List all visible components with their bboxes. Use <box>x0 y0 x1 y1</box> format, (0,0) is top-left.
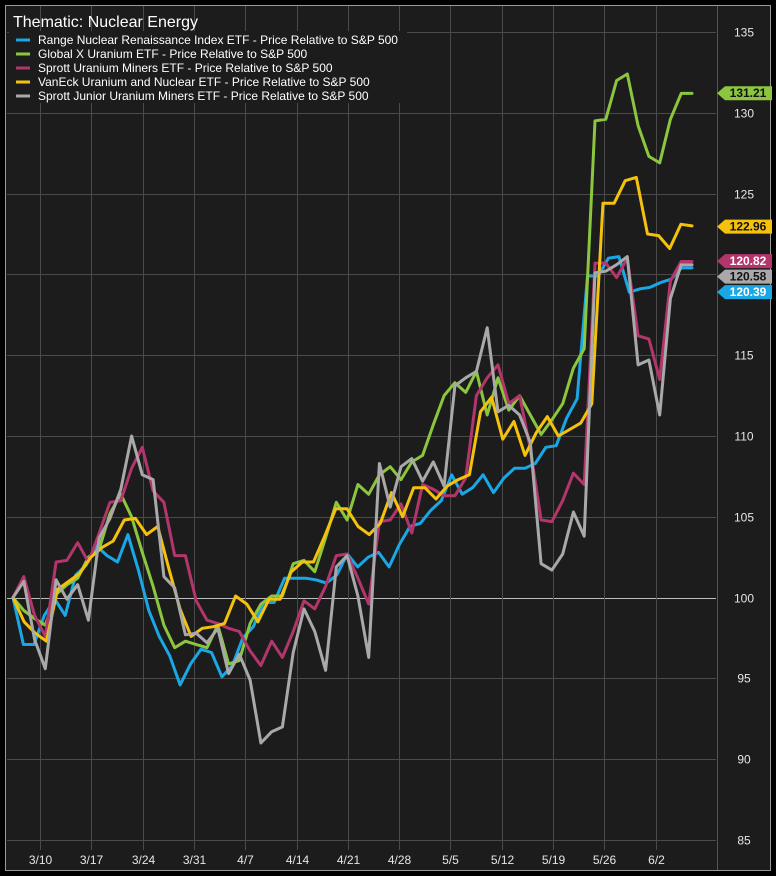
y-tick-label: 105 <box>734 511 754 525</box>
x-tick-label: 4/7 <box>237 853 254 867</box>
series-layer <box>11 72 694 745</box>
last-value-flag-bg <box>717 285 772 300</box>
last-value-flag-bg <box>717 254 772 269</box>
chart-frame <box>5 5 771 871</box>
y-tick-label: 115 <box>734 349 753 363</box>
y-tick-label: 100 <box>734 592 754 606</box>
y-tick-label: 90 <box>737 753 751 767</box>
legend-entry: Sprott Uranium Miners ETF - Price Relati… <box>38 61 333 75</box>
chart-title: Thematic: Nuclear Energy <box>13 14 198 31</box>
last-value-flag: 120.82 <box>717 254 772 269</box>
last-value-label: 131.21 <box>730 86 767 100</box>
legend-entry: Sprott Junior Uranium Miners ETF - Price… <box>38 89 369 103</box>
x-tick-label: 5/5 <box>442 853 459 867</box>
series-line-1 <box>11 72 694 666</box>
last-value-label: 120.39 <box>730 285 767 299</box>
last-value-label: 122.96 <box>730 220 767 234</box>
legend-entry: VanEck Uranium and Nuclear ETF - Price R… <box>38 75 370 89</box>
x-tick-label: 3/31 <box>183 853 207 867</box>
last-value-flag-bg <box>717 269 772 284</box>
x-tick-label: 3/24 <box>132 853 156 867</box>
series-line-4 <box>11 255 694 745</box>
last-value-label: 120.82 <box>730 254 767 268</box>
last-value-flag-bg <box>717 219 772 234</box>
y-tick-label: 95 <box>737 672 751 686</box>
y-tick-label: 130 <box>734 107 754 121</box>
x-tick-label: 5/26 <box>593 853 617 867</box>
x-axis-ticks: 3/10 3/17 3/24 3/31 4/7 4/14 4/21 4/28 5/5 5/12 5/… <box>29 853 665 867</box>
legend: Range Nuclear Renaissance Index ETF - Pr… <box>9 31 407 103</box>
last-value-flag-bg <box>717 86 772 101</box>
x-tick-label: 4/21 <box>337 853 361 867</box>
x-tick-label: 3/10 <box>29 853 53 867</box>
last-value-flag: 131.21 <box>717 86 772 101</box>
legend-entry: Range Nuclear Renaissance Index ETF - Pr… <box>38 33 398 47</box>
series-line-3 <box>11 175 694 643</box>
x-tick-label: 3/17 <box>80 853 104 867</box>
x-tick-label: 4/28 <box>388 853 412 867</box>
last-value-flag: 120.58 <box>717 269 772 284</box>
y-tick-label: 85 <box>737 834 751 848</box>
last-value-flag: 122.96 <box>717 219 772 234</box>
y-tick-label: 135 <box>734 26 754 40</box>
last-value-label: 120.58 <box>730 270 767 284</box>
series-line-0 <box>11 255 694 687</box>
y-tick-label: 125 <box>734 188 754 202</box>
x-tick-label: 5/12 <box>491 853 515 867</box>
legend-entry: Global X Uranium ETF - Price Relative to… <box>38 47 308 61</box>
x-tick-label: 6/2 <box>648 853 665 867</box>
x-tick-label: 5/19 <box>542 853 566 867</box>
series-line-2 <box>11 256 694 667</box>
y-tick-label: 110 <box>734 430 753 444</box>
legend-box <box>9 31 407 103</box>
last-value-flag: 120.39 <box>717 285 772 300</box>
x-tick-label: 4/14 <box>286 853 310 867</box>
